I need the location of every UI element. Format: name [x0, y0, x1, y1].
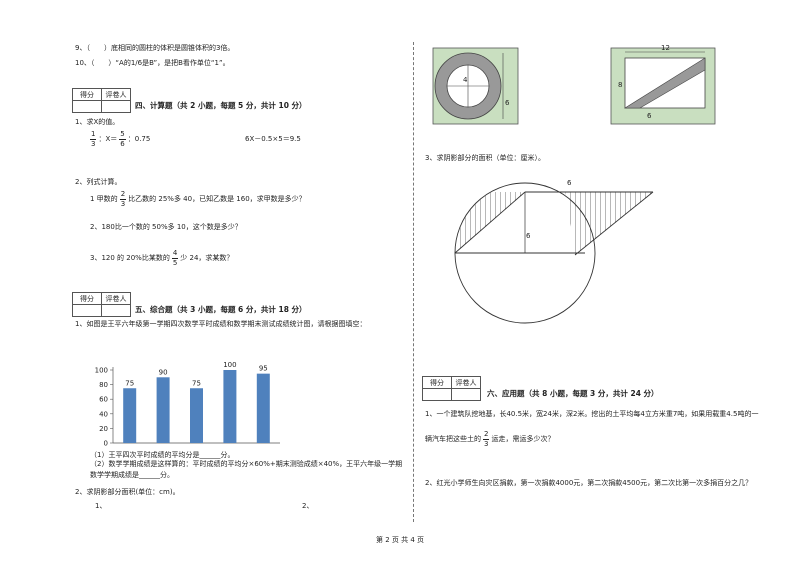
question: 9、（ ）底相同的圆柱的体积是圆锥体积的3倍。 — [75, 44, 235, 52]
section-title: 四、计算题（共 2 小题，每题 5 分，共计 10 分） — [135, 101, 307, 110]
dimension-label: 12 — [661, 44, 670, 52]
text: 少 24，求某数？ — [180, 254, 234, 262]
equation: 1 3 ：X＝ 5 6 ：0.75 — [88, 128, 150, 150]
denominator: 3 — [120, 199, 126, 208]
question: （1）王平四次平时成绩的平均分是______分。 — [90, 451, 235, 459]
bar-chart: 0 20 40 60 80 100 75 90 75 100 95 — [95, 361, 280, 448]
numerator: 5 — [119, 129, 126, 140]
denominator: 3 — [484, 439, 489, 448]
grader-label: 评卷人 — [101, 88, 131, 101]
y-tick-label: 100 — [95, 367, 108, 375]
grader-label: 评卷人 — [451, 376, 481, 389]
score-box: 得分 评卷人 — [72, 88, 131, 113]
dimension-label: 6 — [505, 99, 510, 107]
data-label: 100 — [223, 361, 236, 369]
numerator: 2 — [483, 429, 490, 440]
text: 运走，需运多少次？ — [491, 435, 555, 443]
score-label: 得分 — [422, 376, 452, 389]
question: 1 甲数的 2 3 比乙数的 25%多 40，已知乙数是 160，求甲数是多少？ — [90, 188, 306, 210]
question: 2、红光小学师生向灾区捐款，第一次捐款4000元，第二次捐款4500元，第二次比… — [425, 479, 753, 487]
question: 3、120 的 20%比某数的 4 5 少 24，求某数？ — [90, 247, 233, 269]
y-tick-label: 80 — [99, 381, 108, 389]
dimension-label: 6 — [526, 232, 531, 240]
numerator: 1 — [90, 129, 97, 140]
question: （2）数学学期成绩是这样算的：平时成绩的平均分×60%+期末测验成绩×40%，王… — [90, 460, 403, 479]
question: 3、求阴影部分的面积（单位：厘米）。 — [425, 154, 545, 162]
data-label: 75 — [192, 379, 201, 387]
edge — [454, 191, 526, 254]
question: 2、求阴影部分面积(单位：cm)。 — [75, 488, 180, 496]
bar — [190, 388, 203, 443]
dimension-label: 6 — [567, 179, 572, 187]
dimension-label: 4 — [463, 76, 468, 84]
bar — [123, 388, 137, 443]
score-label: 得分 — [72, 292, 102, 305]
y-tick-label: 40 — [99, 410, 108, 418]
score-box: 得分 评卷人 — [422, 376, 481, 401]
shaded-region — [565, 192, 653, 255]
y-tick-label: 0 — [104, 440, 108, 448]
y-tick-label: 20 — [99, 425, 108, 433]
bar — [223, 370, 237, 443]
text: ：0.75 — [127, 135, 151, 143]
figure-label: 2、 — [302, 502, 314, 510]
page-footer: 第 2 页 共 4 页 — [375, 536, 425, 544]
grader-label: 评卷人 — [101, 292, 131, 305]
section-title: 六、应用题（共 8 小题，每题 3 分，共计 24 分） — [487, 389, 659, 398]
numerator: 4 — [171, 248, 179, 259]
data-label: 75 — [125, 379, 134, 387]
question: 2、180比一个数的 50%多 10，这个数是多少？ — [90, 223, 242, 231]
denominator: 5 — [172, 258, 178, 267]
data-label: 90 — [159, 368, 168, 376]
text: 3、120 的 20%比某数的 — [90, 254, 170, 262]
edge — [574, 191, 654, 256]
figures: 4 6 12 8 6 6 6 — [432, 44, 716, 324]
equation: 6X－0.5×5＝9.5 — [245, 135, 301, 143]
text: 比乙数的 25%多 40，已知乙数是 160，求甲数是多少？ — [128, 195, 306, 203]
shaded-region — [623, 57, 706, 109]
question: 10、（ ）“A的1/6是B”，是把B看作单位“1”。 — [75, 59, 230, 67]
question: 1、如图是王平六年级第一学期四次数学平时成绩和数学期末测试成绩统计图，请根据图填… — [75, 320, 367, 328]
y-tick-label: 60 — [99, 396, 108, 404]
column-divider — [413, 42, 414, 522]
question: 2、列式计算。 — [75, 178, 122, 186]
denominator: 3 — [91, 139, 96, 148]
text: 1、一个建筑队挖地基，长40.5米，宽24米，深2米。挖出的土平均每4立方米重7… — [425, 410, 759, 443]
numerator: 2 — [119, 189, 127, 200]
bar — [156, 377, 170, 443]
score-label: 得分 — [72, 88, 102, 101]
question: 1、求X的值。 — [75, 118, 120, 126]
figure-label: 1、 — [95, 502, 107, 510]
question: 1、一个建筑队挖地基，长40.5米，宽24米，深2米。挖出的土平均每4立方米重7… — [425, 402, 765, 452]
bar — [256, 373, 270, 443]
dimension-label: 6 — [647, 112, 652, 120]
text: 1 甲数的 — [90, 195, 118, 203]
denominator: 6 — [120, 139, 125, 148]
data-label: 95 — [259, 365, 268, 373]
score-box: 得分 评卷人 — [72, 292, 131, 317]
text: ：X＝ — [98, 135, 118, 143]
dimension-label: 8 — [618, 81, 622, 89]
section-title: 五、综合题（共 3 小题，每题 6 分，共计 18 分） — [135, 305, 307, 314]
